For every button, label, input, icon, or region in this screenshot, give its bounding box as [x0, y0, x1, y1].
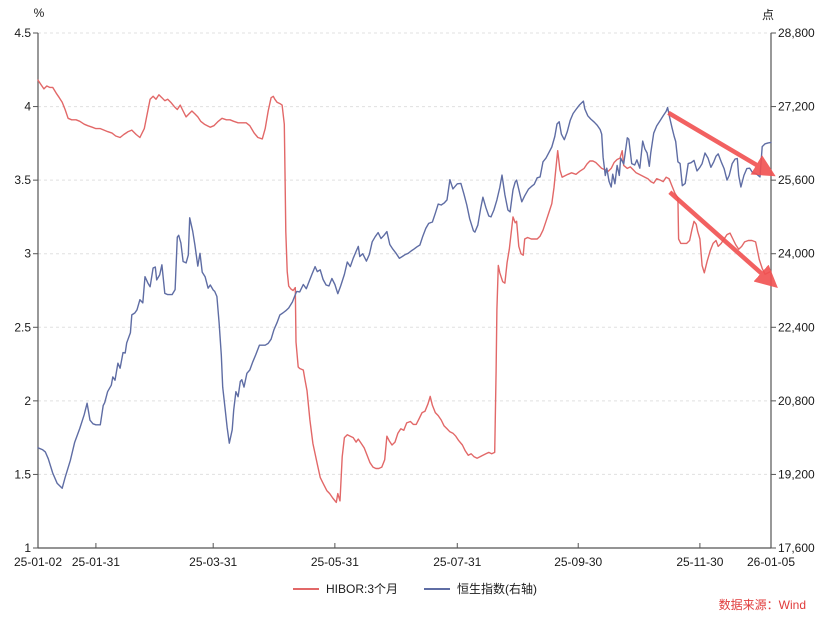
right-axis-tick-label: 17,600: [778, 541, 815, 555]
right-axis-unit-label: 点: [761, 8, 775, 22]
x-axis-tick-label: 25-01-31: [72, 555, 120, 569]
right-axis-tick-label: 25,600: [778, 173, 815, 187]
left-axis-tick-label: 2.5: [14, 320, 31, 334]
right-axis-tick-label: 20,800: [778, 394, 815, 408]
hibor-legend-label: HIBOR:3个月: [325, 582, 398, 596]
x-axis-tick-label: 25-11-30: [676, 555, 723, 569]
left-axis-tick-label: 1: [24, 541, 31, 555]
x-axis-tick-label: 26-01-05: [747, 555, 795, 569]
x-axis-tick-label: 25-01-02: [14, 555, 62, 569]
right-axis-tick-label: 28,800: [778, 26, 815, 40]
right-axis-tick-label: 24,000: [778, 247, 815, 261]
right-axis-tick-label: 22,400: [778, 320, 815, 334]
hsi-line-series: [37, 100, 772, 489]
downtrend-arrow: [667, 110, 776, 177]
hsi-line-swatch: [424, 587, 450, 590]
hibor-line-swatch: [292, 587, 319, 590]
x-axis-tick-label: 25-05-31: [311, 555, 359, 569]
left-axis-tick-label: 4.5: [14, 26, 31, 40]
chart-legend: HIBOR:3个月 恒生指数(右轴): [0, 580, 830, 597]
legend-item-hsi: 恒生指数(右轴): [424, 580, 537, 597]
left-axis-tick-label: 3.5: [14, 173, 31, 187]
hsi-legend-label: 恒生指数(右轴): [457, 582, 537, 596]
hibor-line-series: [37, 79, 772, 504]
left-axis-tick-label: 4: [24, 100, 31, 114]
left-axis-unit-label: %: [33, 6, 45, 20]
x-axis-tick-label: 25-03-31: [189, 555, 237, 569]
left-axis-tick-label: 3: [24, 247, 31, 261]
legend-item-hibor: HIBOR:3个月: [292, 580, 398, 597]
right-axis-tick-label: 19,200: [778, 467, 815, 481]
downtrend-arrow: [668, 190, 778, 288]
x-axis-tick-label: 25-07-31: [433, 555, 481, 569]
left-axis-tick-label: 2: [24, 394, 31, 408]
data-source-note: 数据来源：Wind: [718, 598, 806, 612]
x-axis-tick-label: 25-09-30: [554, 555, 602, 569]
right-axis-tick-label: 27,200: [778, 100, 815, 114]
left-axis-tick-label: 1.5: [14, 467, 31, 481]
